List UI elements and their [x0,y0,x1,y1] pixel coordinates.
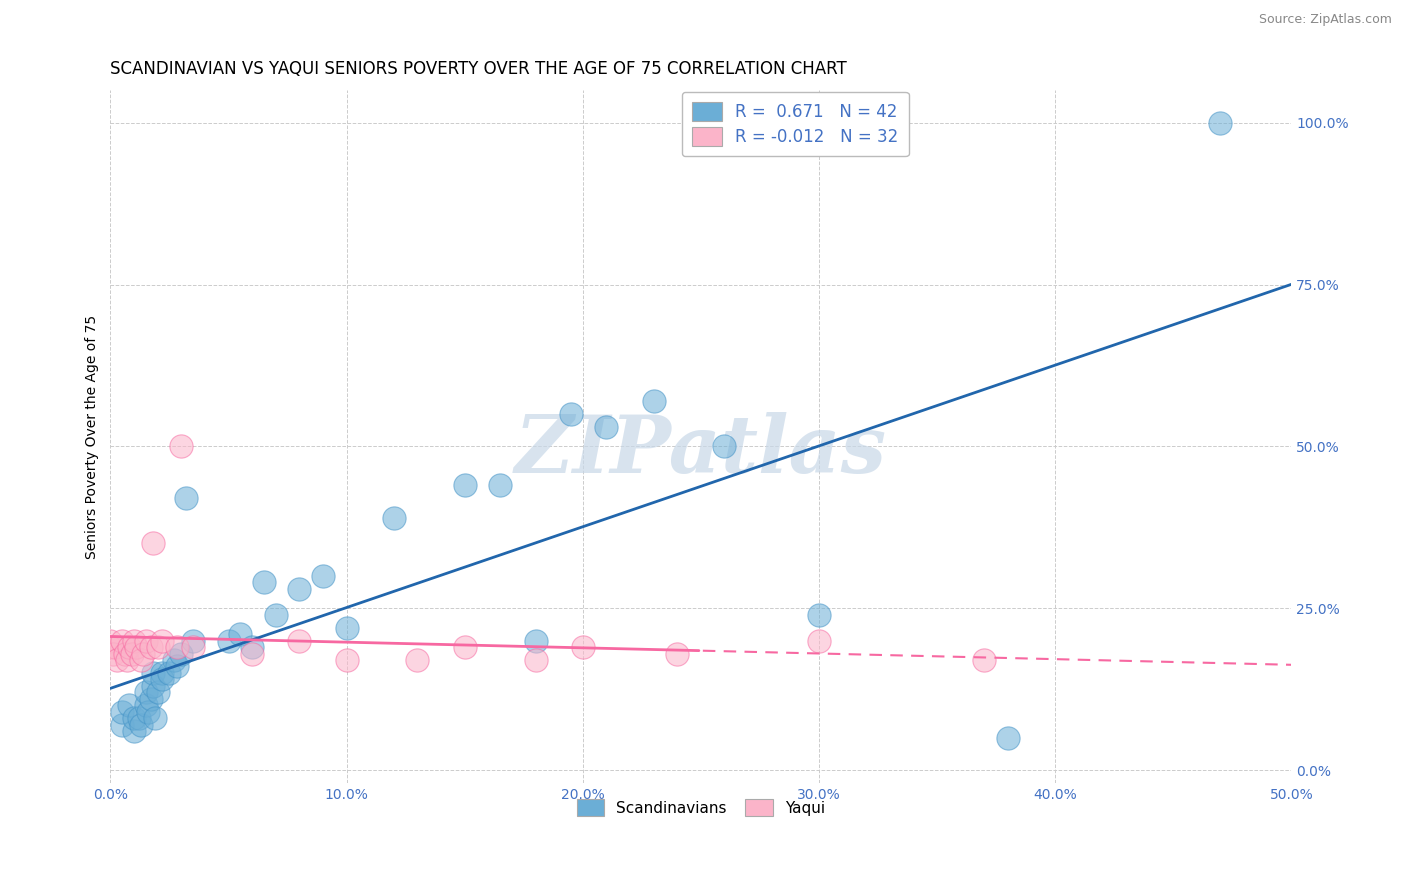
Point [143,711,166,725]
Point [170,439,193,453]
Point [288,582,311,596]
Point [253,575,276,590]
Point [713,439,735,453]
Point [489,478,512,492]
Point [104,640,127,654]
Point [997,731,1019,745]
Point [135,698,157,713]
Point [218,633,240,648]
Point [1209,115,1232,129]
Point [122,633,145,648]
Point [139,640,162,654]
Point [121,647,143,661]
Text: Source: ZipAtlas.com: Source: ZipAtlas.com [1258,13,1392,27]
Point [807,633,830,648]
Point [150,633,173,648]
Point [100,640,122,654]
Point [170,647,193,661]
Point [595,420,617,434]
Point [135,685,157,699]
Point [125,640,148,654]
Point [229,627,252,641]
Point [122,711,145,725]
Point [264,607,287,622]
Point [107,653,129,667]
Point [139,691,162,706]
Point [336,653,359,667]
Point [666,647,689,661]
Point [807,607,830,622]
Point [150,673,173,687]
Point [132,647,155,661]
Point [114,647,136,661]
Point [571,640,593,654]
Point [146,640,169,654]
Text: SCANDINAVIAN VS YAQUI SENIORS POVERTY OVER THE AGE OF 75 CORRELATION CHART: SCANDINAVIAN VS YAQUI SENIORS POVERTY OV… [111,60,848,78]
Text: ZIPatlas: ZIPatlas [515,412,887,489]
Point [240,640,263,654]
Point [382,510,405,524]
Point [240,647,263,661]
Point [163,653,186,667]
Point [118,698,141,713]
Point [111,633,134,648]
Point [560,407,582,421]
Point [128,711,150,725]
Point [136,705,159,719]
Legend: Scandinavians, Yaqui: Scandinavians, Yaqui [569,791,832,824]
Point [142,536,165,550]
Point [159,665,181,680]
Point [150,665,173,680]
Point [122,724,145,739]
Point [135,633,157,648]
Point [524,633,547,648]
Point [454,640,477,654]
Point [524,653,547,667]
Point [101,647,124,661]
Point [288,633,311,648]
Point [100,633,122,648]
Y-axis label: Seniors Poverty Over the Age of 75: Seniors Poverty Over the Age of 75 [86,315,100,558]
Point [142,665,165,680]
Point [454,478,477,492]
Point [166,640,188,654]
Point [142,679,165,693]
Point [181,640,204,654]
Point [643,394,665,409]
Point [166,659,188,673]
Point [181,633,204,648]
Point [129,718,152,732]
Point [129,653,152,667]
Point [336,621,359,635]
Point [146,685,169,699]
Point [312,569,335,583]
Point [111,705,134,719]
Point [174,491,197,505]
Point [118,640,141,654]
Point [406,653,429,667]
Point [111,718,134,732]
Point [115,653,138,667]
Point [973,653,995,667]
